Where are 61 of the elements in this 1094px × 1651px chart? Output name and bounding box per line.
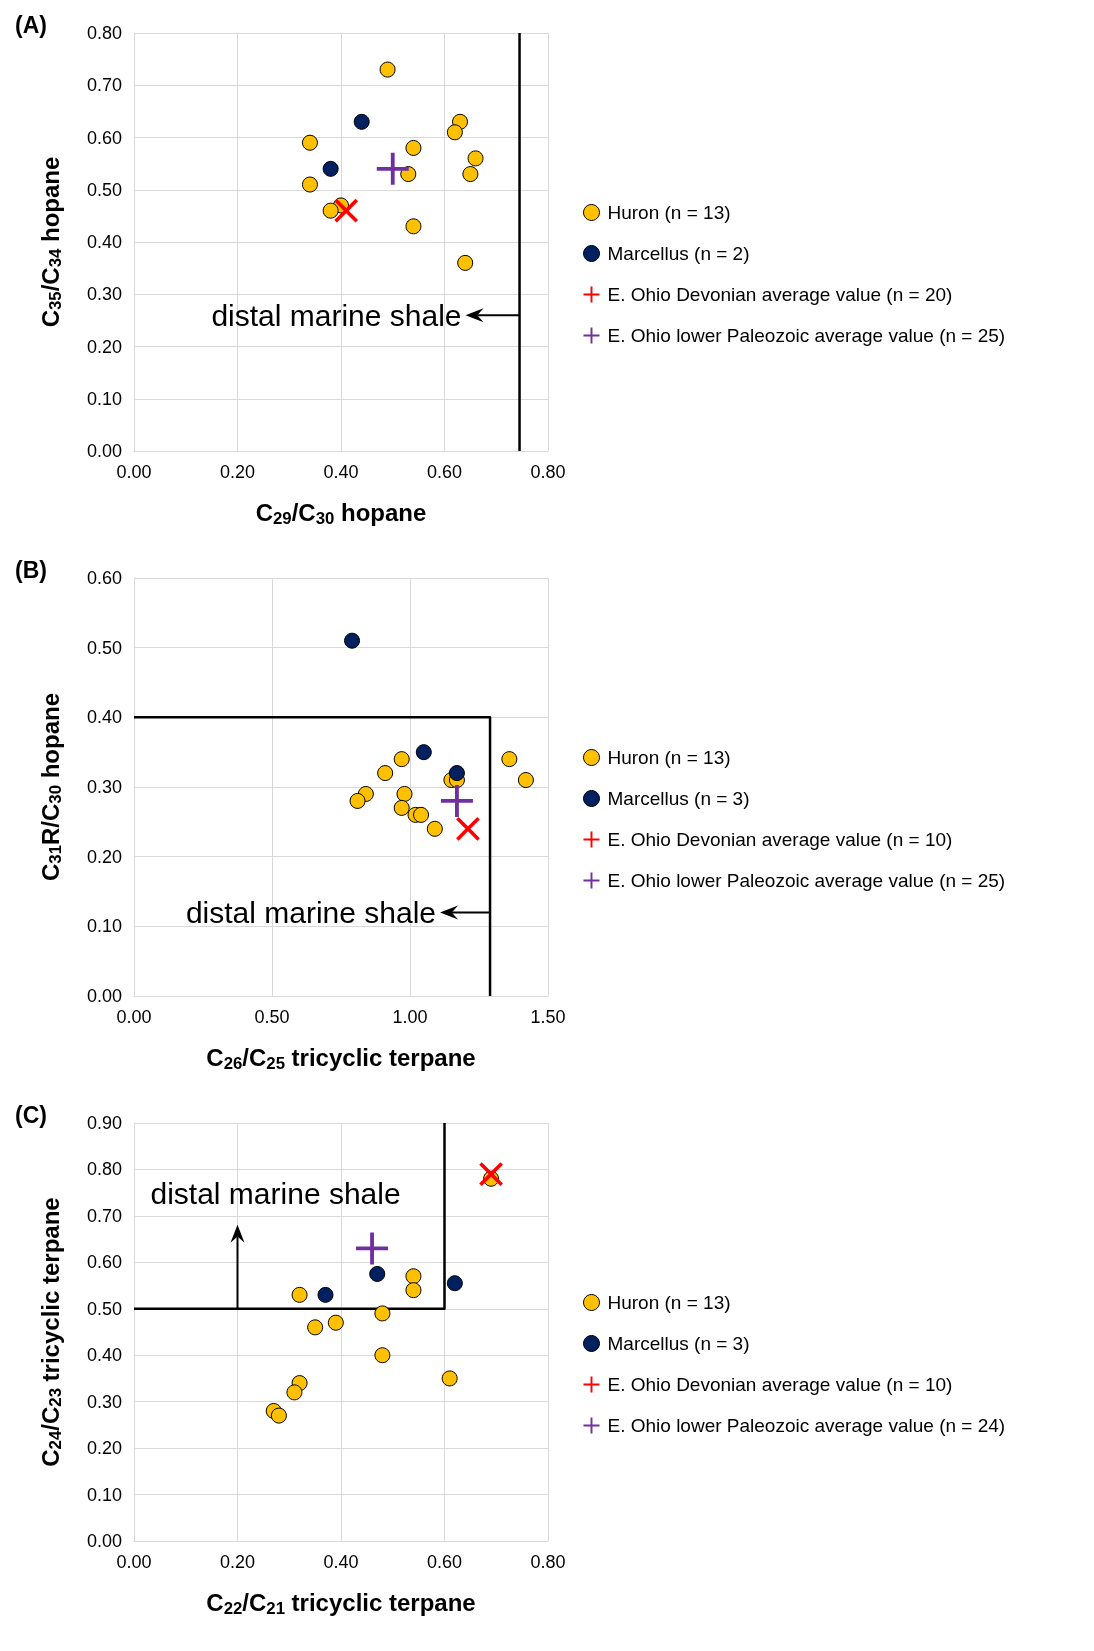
y-tick-label: 0.10 <box>86 1484 122 1505</box>
y-axis-title: C24/C23 tricyclic terpane <box>36 1197 65 1467</box>
legend-label: E. Ohio Devonian average value (n = 10) <box>607 829 953 850</box>
y-tick-label: 0.30 <box>86 1391 122 1412</box>
y-tick-label: 0.90 <box>86 1113 122 1133</box>
y-axis-title: C31R/C30 hopane <box>36 692 65 882</box>
x-tick-label: 1.00 <box>392 1007 428 1027</box>
legend-label: Marcellus (n = 2) <box>607 243 750 264</box>
x-tick-label: 0.40 <box>323 462 359 482</box>
legend-label: Huron (n = 13) <box>607 1292 731 1313</box>
legend-label: E. Ohio Devonian average value (n = 10) <box>607 1374 953 1395</box>
y-tick-label: 0.00 <box>86 441 122 461</box>
y-tick-label: 0.80 <box>86 23 122 43</box>
x-tick-label: 0.60 <box>426 1552 463 1572</box>
y-tick-label: 0.60 <box>86 1252 122 1273</box>
y-tick-label: 0.30 <box>86 284 122 305</box>
x-tick-label: 0.00 <box>116 462 152 482</box>
x-tick-label: 0.20 <box>219 462 256 482</box>
legend-label: Huron (n = 13) <box>607 747 731 768</box>
x-tick-label: 0.00 <box>116 1007 152 1027</box>
y-tick-label: 0.70 <box>86 75 122 96</box>
y-tick-label: 0.50 <box>86 1298 122 1319</box>
x-tick-label: 0.20 <box>219 1552 256 1572</box>
y-tick-label: 0.20 <box>86 1438 122 1459</box>
y-tick-label: 0.10 <box>86 388 122 409</box>
legend-label: E. Ohio Devonian average value (n = 20) <box>607 284 953 305</box>
y-tick-label: 0.60 <box>86 568 122 588</box>
chart-title: (C) <box>15 1101 47 1128</box>
y-tick-label: 0.00 <box>86 1531 122 1551</box>
x-tick-label: 1.50 <box>530 1007 566 1027</box>
y-tick-label: 0.20 <box>86 846 122 867</box>
legend-label: E. Ohio lower Paleozoic average value (n = 24) <box>607 1415 1006 1436</box>
y-tick-label: 0.30 <box>86 777 122 797</box>
y-tick-label: 0.00 <box>86 986 122 1006</box>
y-tick-label: 0.50 <box>86 637 122 658</box>
annotation: distal marine shale <box>211 298 462 332</box>
legend-label: Marcellus (n = 3) <box>607 1333 750 1354</box>
y-tick-label: 0.40 <box>86 232 122 252</box>
y-tick-label: 0.20 <box>86 336 122 357</box>
x-tick-label: 0.40 <box>323 1552 359 1572</box>
y-tick-label: 0.50 <box>86 179 122 200</box>
x-tick-label: 0.00 <box>116 1552 152 1572</box>
annotation: distal marine shale <box>185 895 437 929</box>
y-tick-label: 0.10 <box>86 916 122 937</box>
legend-label: Marcellus (n = 3) <box>607 788 750 809</box>
y-tick-label: 0.80 <box>86 1159 122 1180</box>
y-tick-label: 0.40 <box>86 707 122 728</box>
x-tick-label: 0.80 <box>530 1552 566 1572</box>
legend-label: Huron (n = 13) <box>607 202 731 223</box>
x-tick-label: 0.50 <box>254 1007 290 1027</box>
y-tick-label: 0.60 <box>86 127 122 148</box>
x-tick-label: 0.80 <box>530 462 566 482</box>
legend-label: E. Ohio lower Paleozoic average value (n = 25) <box>607 870 1006 891</box>
y-tick-label: 0.70 <box>86 1205 122 1226</box>
y-axis-title: C35/C34 hopane <box>36 156 65 328</box>
chart-title: (A) <box>15 11 47 38</box>
y-tick-label: 0.40 <box>86 1345 122 1366</box>
chart-title: (B) <box>15 556 47 583</box>
x-tick-label: 0.60 <box>426 462 463 482</box>
annotation: distal marine shale <box>150 1177 401 1211</box>
legend-label: E. Ohio lower Paleozoic average value (n = 25) <box>607 325 1006 346</box>
